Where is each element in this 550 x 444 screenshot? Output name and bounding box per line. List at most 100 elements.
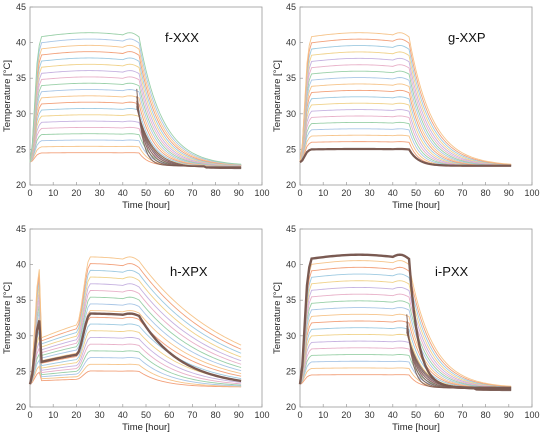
series-line <box>29 296 242 385</box>
bold-series-line <box>299 147 512 167</box>
series-line <box>299 32 512 165</box>
panel-1: 0 10 20 30 40 50 60 70 80 90 100 20 25 30 35 40 45 Time [… <box>2 2 270 211</box>
series-line <box>299 300 512 388</box>
series-line <box>29 32 242 165</box>
x-tick-label: 80 <box>481 410 491 420</box>
x-tick-label: 60 <box>434 410 444 420</box>
series-line <box>29 363 242 387</box>
x-tick-label: 50 <box>411 410 421 420</box>
y-tick-label: 40 <box>16 260 26 270</box>
y-tick-label: 20 <box>286 180 296 190</box>
series-line <box>29 269 242 385</box>
series-line <box>29 303 242 385</box>
x-tick-label: 60 <box>164 410 174 420</box>
series-line <box>29 316 242 385</box>
x-axis-label: Time [hour] <box>122 200 170 211</box>
x-tick-label: 70 <box>187 188 197 198</box>
series-line <box>299 64 512 166</box>
x-tick-label: 30 <box>365 410 375 420</box>
series-line <box>29 289 242 385</box>
x-tick-label: 0 <box>27 410 32 420</box>
series-line <box>299 70 512 166</box>
x-tick-label: 40 <box>118 188 128 198</box>
y-tick-label: 30 <box>286 331 296 341</box>
series-line <box>299 38 512 165</box>
series-line <box>299 293 512 388</box>
y-tick-label: 20 <box>16 402 26 412</box>
x-tick-label: 20 <box>341 410 351 420</box>
y-tick-label: 20 <box>286 402 296 412</box>
panel-4: 0 10 20 30 40 50 60 70 80 90 100 20 25 30 35 40 45 Time [… <box>272 224 540 433</box>
series-line <box>29 51 242 166</box>
y-tick-label: 40 <box>286 38 296 48</box>
y-tick-label: 25 <box>286 366 296 376</box>
x-tick-label: 10 <box>318 188 328 198</box>
x-axis-label: Time [hour] <box>392 422 440 433</box>
x-tick-label: 90 <box>504 188 514 198</box>
x-tick-label: 100 <box>524 410 539 420</box>
x-tick-label: 20 <box>71 410 81 420</box>
series-group <box>298 253 512 392</box>
bold-series-line <box>298 253 512 389</box>
x-tick-label: 100 <box>254 188 269 198</box>
x-tick-label: 30 <box>95 410 105 420</box>
series-line <box>29 44 242 166</box>
y-axis-label: Temperature [°C] <box>2 282 13 354</box>
series-line <box>29 350 242 386</box>
series-line <box>29 38 242 165</box>
y-tick-label: 45 <box>16 224 26 234</box>
x-tick-label: 70 <box>457 188 467 198</box>
x-tick-label: 80 <box>481 188 491 198</box>
x-axis-label: Time [hour] <box>122 422 170 433</box>
x-tick-label: 90 <box>234 410 244 420</box>
series-line <box>29 276 242 385</box>
y-tick-label: 20 <box>16 180 26 190</box>
y-tick-label: 35 <box>16 295 26 305</box>
x-tick-label: 50 <box>141 410 151 420</box>
series-line <box>29 256 242 385</box>
y-axis-label: Temperature [°C] <box>272 60 283 132</box>
series-line <box>299 77 512 166</box>
y-tick-label: 40 <box>286 260 296 270</box>
x-tick-label: 30 <box>365 188 375 198</box>
x-tick-label: 20 <box>71 188 81 198</box>
x-tick-label: 60 <box>434 188 444 198</box>
series-line <box>29 63 242 166</box>
series-line <box>29 263 242 385</box>
y-tick-label: 25 <box>16 144 26 154</box>
series-line <box>299 266 512 388</box>
y-tick-label: 30 <box>286 109 296 119</box>
x-tick-label: 10 <box>48 188 58 198</box>
series-line <box>299 51 512 166</box>
series-line <box>29 283 242 385</box>
y-tick-label: 30 <box>16 331 26 341</box>
y-tick-label: 45 <box>286 224 296 234</box>
y-tick-label: 35 <box>286 73 296 83</box>
x-axis-label: Time [hour] <box>392 200 440 211</box>
x-tick-label: 50 <box>411 188 421 198</box>
y-axis-label: Temperature [°C] <box>2 60 13 132</box>
series-group <box>299 32 512 167</box>
x-tick-label: 50 <box>141 188 151 198</box>
y-tick-label: 45 <box>16 2 26 12</box>
series-line <box>29 343 242 385</box>
series-line <box>29 357 242 387</box>
x-tick-label: 70 <box>457 410 467 420</box>
series-group <box>28 256 242 388</box>
series-line <box>299 307 512 388</box>
series-line <box>29 323 242 385</box>
x-tick-label: 80 <box>211 188 221 198</box>
series-line <box>29 370 242 388</box>
y-tick-label: 45 <box>286 2 296 12</box>
series-line <box>29 76 242 166</box>
x-tick-label: 0 <box>27 188 32 198</box>
series-line <box>299 45 512 166</box>
panel-title: i-PXX <box>435 264 469 279</box>
x-tick-label: 90 <box>504 410 514 420</box>
x-tick-label: 10 <box>318 410 328 420</box>
series-line <box>299 280 512 388</box>
panel-3: 0 10 20 30 40 50 60 70 80 90 100 20 25 30 35 40 45 Time [… <box>2 224 270 433</box>
bold-series-line <box>28 312 242 385</box>
x-tick-label: 40 <box>388 188 398 198</box>
